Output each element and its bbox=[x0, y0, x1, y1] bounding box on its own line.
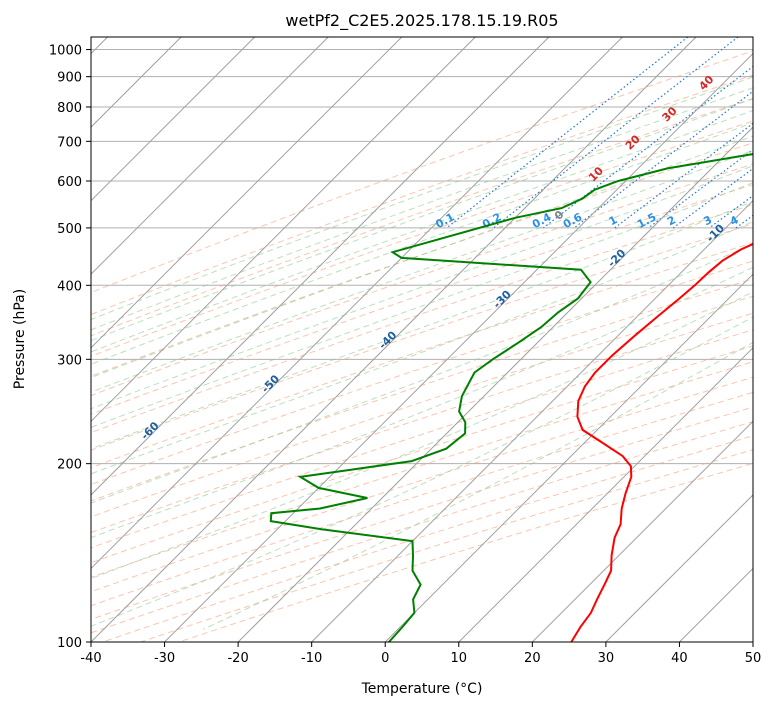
profile-lines bbox=[269, 153, 753, 642]
y-tick-label: 1000 bbox=[49, 44, 82, 59]
isotherm-label: -40 bbox=[376, 328, 399, 351]
dry-adiabat bbox=[91, 329, 753, 549]
isotherm-line bbox=[91, 37, 623, 570]
mixing-ratio-label: 4 bbox=[728, 213, 741, 228]
y-tick-label: 200 bbox=[57, 458, 82, 473]
x-tick-label: -10 bbox=[301, 651, 322, 666]
x-tick-label: 0 bbox=[381, 651, 389, 666]
moist-adiabat bbox=[91, 135, 753, 379]
background-lines bbox=[91, 37, 753, 642]
isotherm-line bbox=[458, 347, 753, 642]
y-axis-ticks: 100 200 300 400 500 600 700 800 900 1000 bbox=[49, 44, 91, 651]
isotherm-line bbox=[91, 37, 550, 496]
moist-adiabat bbox=[91, 266, 753, 539]
dry-adiabat bbox=[91, 361, 753, 578]
isotherm-line bbox=[91, 37, 403, 349]
y-tick-label: 300 bbox=[57, 353, 82, 368]
x-tick-label: 30 bbox=[598, 651, 615, 666]
moist-adiabat bbox=[91, 316, 753, 627]
chart-title: wetPf2_C2E5.2025.178.15.19.R05 bbox=[285, 11, 558, 31]
mixing-ratio-line bbox=[735, 214, 753, 229]
moist-adiabat bbox=[91, 165, 753, 410]
dry-adiabat bbox=[91, 406, 753, 620]
x-axis-label: Temperature (°C) bbox=[361, 681, 483, 697]
x-tick-label: 50 bbox=[745, 651, 762, 666]
dry-adiabat bbox=[102, 435, 753, 642]
y-tick-label: 500 bbox=[57, 222, 82, 237]
dry-adiabat bbox=[91, 278, 753, 502]
isotherm-line bbox=[91, 37, 476, 423]
theta-label: 20 bbox=[623, 132, 643, 152]
dry-adiabat bbox=[91, 97, 753, 337]
dry-adiabat bbox=[178, 462, 753, 642]
isotherm-line bbox=[164, 52, 753, 642]
moist-adiabat bbox=[91, 122, 753, 365]
dry-adiabat bbox=[91, 223, 753, 451]
isotherm-line bbox=[679, 567, 753, 642]
isotherm-line bbox=[237, 126, 753, 642]
isotherm-line bbox=[91, 37, 329, 275]
dry-adiabat bbox=[91, 376, 753, 593]
isotherm-label: -70 bbox=[21, 463, 44, 486]
dewpoint-line bbox=[269, 153, 753, 642]
moist-adiabat bbox=[91, 76, 753, 321]
moist-adiabat bbox=[91, 149, 753, 393]
mixing-ratio-line bbox=[614, 122, 753, 229]
mixing-ratio-line bbox=[543, 65, 753, 229]
isotherm-label: -30 bbox=[491, 288, 514, 311]
y-tick-label: 100 bbox=[57, 636, 82, 651]
isotherm-label: -20 bbox=[605, 246, 628, 269]
x-tick-label: -40 bbox=[80, 651, 101, 666]
plot-frame bbox=[90, 36, 754, 643]
mixing-ratio-line bbox=[573, 90, 753, 229]
temperature-line bbox=[570, 242, 753, 642]
isotherm-line bbox=[91, 37, 256, 202]
mixing-ratio-label: 1 bbox=[607, 213, 620, 228]
moist-adiabat bbox=[91, 182, 753, 428]
isotherm-line bbox=[384, 273, 753, 642]
y-tick-label: 600 bbox=[57, 175, 82, 190]
x-tick-label: -20 bbox=[227, 651, 248, 666]
dry-adiabat bbox=[91, 74, 753, 316]
x-axis-ticks: -40 -30 -20 -10 0 10 20 30 40 50 bbox=[80, 642, 761, 666]
y-tick-label: 800 bbox=[57, 101, 82, 116]
dry-adiabat bbox=[91, 163, 753, 397]
moist-adiabat bbox=[91, 109, 753, 353]
mixing-ratio-line bbox=[446, 37, 689, 229]
x-tick-label: 20 bbox=[524, 651, 541, 666]
dry-adiabat bbox=[91, 50, 753, 294]
x-tick-label: 40 bbox=[671, 651, 688, 666]
y-tick-label: 900 bbox=[57, 71, 82, 86]
isotherm-label: -50 bbox=[259, 372, 282, 395]
mixing-ratio-line bbox=[672, 167, 753, 229]
moist-adiabat bbox=[91, 291, 753, 580]
y-axis-label: Pressure (hPa) bbox=[12, 289, 28, 389]
y-tick-label: 400 bbox=[57, 279, 82, 294]
isotherm-line bbox=[531, 420, 753, 642]
dry-adiabat bbox=[91, 242, 753, 469]
y-tick-label: 700 bbox=[57, 135, 82, 150]
isotherm-line bbox=[752, 641, 753, 642]
dry-adiabat bbox=[91, 142, 753, 377]
moist-adiabat bbox=[91, 98, 753, 342]
isotherm-line bbox=[91, 37, 697, 642]
moist-adiabat bbox=[91, 200, 753, 450]
isotherm-line bbox=[605, 494, 753, 642]
mixing-ratio-line bbox=[493, 37, 739, 229]
x-tick-label: 10 bbox=[451, 651, 468, 666]
theta-label: 40 bbox=[696, 73, 716, 93]
isotherm-label: -60 bbox=[138, 419, 161, 442]
mixing-ratio-label: 6 bbox=[767, 213, 775, 228]
isoline-labels: 0.10.20.40.611.52346810131620253036-100-… bbox=[21, 73, 775, 486]
x-tick-label: -30 bbox=[154, 651, 175, 666]
mixing-ratio-label: 2 bbox=[665, 213, 678, 228]
